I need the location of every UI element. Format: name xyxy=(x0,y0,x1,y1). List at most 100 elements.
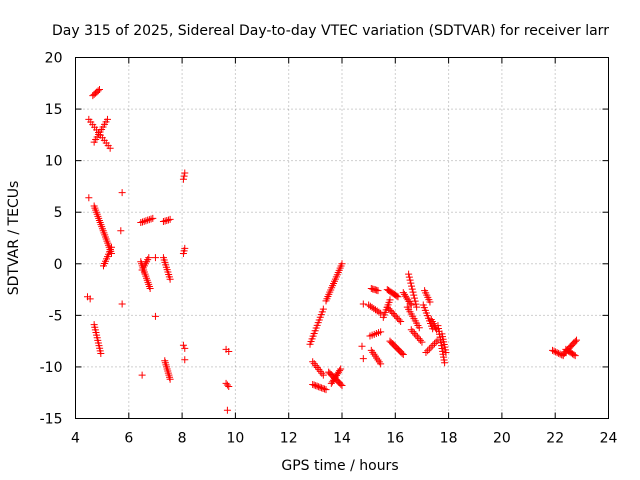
data-point xyxy=(413,303,421,311)
data-point xyxy=(225,347,233,355)
data-point xyxy=(137,219,145,227)
x-tick-label: 22 xyxy=(546,431,564,447)
data-point xyxy=(406,299,414,307)
data-point xyxy=(395,316,403,324)
data-point xyxy=(570,351,578,359)
data-point xyxy=(149,214,157,222)
data-point xyxy=(392,313,400,321)
data-point xyxy=(338,381,346,389)
data-point xyxy=(94,87,102,95)
x-tick-label: 16 xyxy=(386,431,404,447)
data-point xyxy=(118,300,126,308)
y-tick-label: 15 xyxy=(45,102,63,118)
data-point xyxy=(422,348,430,356)
data-point xyxy=(312,382,320,390)
data-point xyxy=(223,406,231,414)
data-point xyxy=(408,285,416,293)
data-point xyxy=(432,338,440,346)
data-point xyxy=(440,356,448,364)
data-point xyxy=(312,362,320,370)
data-point xyxy=(398,349,406,357)
x-tick-label: 24 xyxy=(600,431,618,447)
data-point xyxy=(97,350,105,358)
chart-title: Day 315 of 2025, Sidereal Day-to-day VTE… xyxy=(52,23,609,39)
data-point xyxy=(144,216,152,224)
data-point xyxy=(408,282,416,290)
data-point xyxy=(316,383,324,391)
data-point xyxy=(318,369,326,377)
data-point xyxy=(429,341,437,349)
data-point xyxy=(103,115,111,123)
axis-ticks xyxy=(75,57,609,419)
x-tick-label: 20 xyxy=(493,431,511,447)
data-point xyxy=(409,328,417,336)
data-point xyxy=(406,276,414,284)
data-point xyxy=(140,217,148,225)
data-point xyxy=(107,243,115,251)
data-point xyxy=(386,296,394,304)
data-point xyxy=(427,343,435,351)
data-point xyxy=(441,359,449,367)
data-point xyxy=(407,301,415,309)
data-point xyxy=(313,364,321,372)
data-point xyxy=(151,312,159,320)
data-point xyxy=(310,360,318,368)
y-tick-label: 20 xyxy=(45,51,63,67)
x-tick-label: 18 xyxy=(440,431,458,447)
data-point xyxy=(316,367,324,375)
x-tick-label: 14 xyxy=(333,431,351,447)
x-tick-label: 6 xyxy=(124,431,133,447)
data-point xyxy=(85,194,93,202)
data-point xyxy=(571,352,579,360)
data-point xyxy=(225,383,233,391)
data-point xyxy=(374,287,382,295)
data-point xyxy=(394,293,402,301)
y-tick-labels: -15 -10 -5 0 5 10 15 20 xyxy=(40,51,63,428)
data-point xyxy=(403,294,411,302)
data-point xyxy=(337,380,345,388)
data-point xyxy=(405,270,413,278)
data-point xyxy=(399,351,407,359)
data-point xyxy=(159,217,167,225)
data-point xyxy=(385,305,393,313)
data-point xyxy=(163,216,171,224)
y-tick-label: -5 xyxy=(49,308,63,324)
data-point xyxy=(397,318,405,326)
y-tick-label: -15 xyxy=(40,412,63,428)
data-point xyxy=(319,384,327,392)
data-point xyxy=(377,309,385,317)
data-point xyxy=(166,215,174,223)
data-point xyxy=(142,217,150,225)
x-tick-labels: 4 6 8 10 12 14 16 18 20 22 24 xyxy=(71,431,617,447)
grid-lines xyxy=(75,57,609,419)
data-point xyxy=(549,346,557,354)
data-point xyxy=(359,300,367,308)
data-point xyxy=(424,347,432,355)
data-point xyxy=(550,347,558,355)
data-point xyxy=(180,172,188,180)
data-point xyxy=(552,348,560,356)
data-point xyxy=(425,345,433,353)
data-point xyxy=(442,348,450,356)
data-point xyxy=(388,308,396,316)
data-point xyxy=(410,294,418,302)
data-point xyxy=(181,169,189,177)
x-tick-label: 8 xyxy=(178,431,187,447)
data-point xyxy=(405,298,413,306)
data-point xyxy=(389,310,397,318)
data-point xyxy=(412,300,420,308)
data-point xyxy=(400,290,408,298)
data-point xyxy=(377,328,385,336)
data-point xyxy=(439,350,447,358)
y-axis-label: SDTVAR / TECUs xyxy=(6,181,22,296)
data-point xyxy=(415,324,423,332)
data-point xyxy=(407,279,415,287)
data-point xyxy=(399,289,407,297)
data-point xyxy=(309,358,317,366)
y-tick-label: 0 xyxy=(54,257,63,273)
data-point xyxy=(313,382,321,390)
data-point xyxy=(405,273,413,281)
x-tick-label: 4 xyxy=(71,431,80,447)
y-tick-label: 5 xyxy=(54,205,63,221)
